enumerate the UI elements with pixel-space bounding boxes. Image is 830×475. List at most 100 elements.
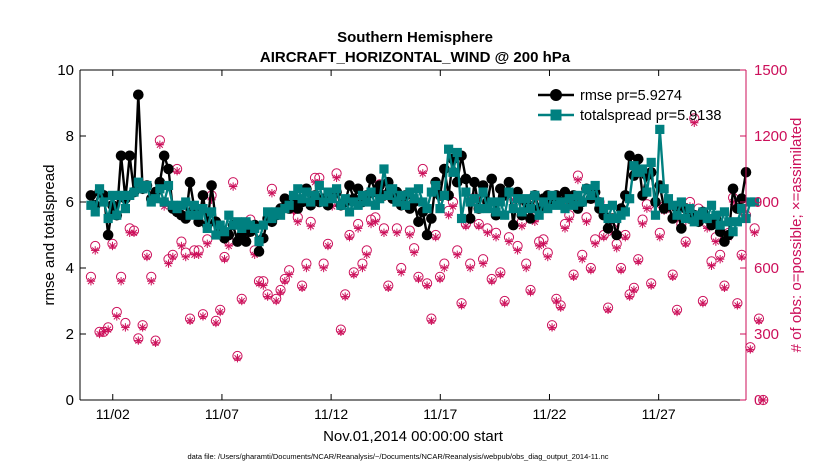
obs-assimilated-marker [552, 296, 561, 306]
totalspread-point [646, 157, 656, 167]
totalspread-point [314, 180, 324, 191]
obs-assimilated-stroke [264, 293, 271, 300]
obs-assimilated-marker [362, 250, 371, 259]
y-right-tick-label: 600 [754, 260, 779, 277]
totalspread-point [99, 197, 109, 207]
totalspread-point [491, 207, 501, 217]
obs-assimilated-stroke [354, 225, 362, 232]
totalspread-point [116, 190, 126, 200]
totalspread-point [211, 230, 221, 240]
totalspread-point [439, 190, 449, 200]
obs-assimilated-marker [414, 274, 423, 284]
totalspread-point [392, 197, 402, 207]
obs-assimilated-marker [513, 246, 522, 255]
obs-assimilated-marker [379, 228, 389, 237]
obs-assimilated-stroke [165, 260, 172, 267]
totalspread-point [362, 197, 372, 207]
obs-assimilated-stroke [203, 240, 211, 248]
totalspread-point [189, 200, 199, 210]
obs-assimilated-marker [621, 233, 630, 242]
obs-assimilated-stroke [428, 317, 435, 325]
obs-assimilated-marker [172, 167, 182, 176]
obs-assimilated-stroke [566, 216, 573, 223]
rmse-point [676, 223, 687, 234]
obs-assimilated-marker [306, 222, 315, 231]
obs-assimilated-marker [750, 228, 759, 237]
obs-assimilated-marker [681, 239, 690, 248]
obs-assimilated-marker [194, 250, 203, 259]
obs-assimilated-marker [302, 263, 311, 273]
obs-assimilated-stroke [458, 302, 465, 309]
obs-assimilated-stroke [109, 242, 116, 250]
totalspread-point [263, 207, 273, 217]
obs-assimilated-stroke [501, 299, 508, 307]
obs-assimilated-marker [233, 354, 242, 363]
obs-assimilated-marker [371, 217, 380, 226]
obs-assimilated-stroke [673, 308, 681, 316]
totalspread-point [120, 204, 130, 214]
obs-assimilated-marker [323, 241, 333, 251]
totalspread-point [625, 194, 635, 204]
obs-assimilated-marker [565, 215, 574, 224]
obs-assimilated-marker [491, 233, 501, 242]
obs-assimilated-stroke [479, 260, 487, 267]
totalspread-point [487, 197, 497, 207]
obs-assimilated-stroke [540, 240, 547, 248]
y-right-tick-label: 1500 [754, 62, 787, 79]
obs-assimilated-marker [487, 277, 496, 286]
obs-assimilated-marker [228, 182, 238, 191]
legend-totalspread-marker [550, 109, 562, 121]
obs-assimilated-stroke [380, 229, 388, 237]
obs-assimilated-stroke [656, 233, 664, 241]
obs-assimilated-stroke [173, 167, 181, 175]
obs-assimilated-stroke [169, 253, 177, 261]
totalspread-point [538, 197, 549, 207]
totalspread-point [642, 187, 652, 197]
obs-assimilated-stroke [320, 264, 327, 272]
obs-assimilated-stroke [600, 233, 608, 241]
totalspread-point [590, 180, 600, 191]
obs-assimilated-stroke [738, 253, 745, 261]
obs-assimilated-marker [698, 299, 708, 308]
totalspread-point [655, 124, 665, 134]
obs-assimilated-marker [504, 237, 514, 246]
totalspread-point [702, 213, 712, 224]
obs-assimilated-stroke [212, 319, 220, 327]
obs-assimilated-marker [655, 233, 665, 242]
totalspread-point [637, 164, 648, 174]
totalspread-point [310, 190, 320, 200]
obs-assimilated-stroke [462, 222, 470, 230]
rmse-point [240, 236, 252, 247]
totalspread-point [86, 200, 96, 210]
obs-assimilated-stroke [708, 262, 715, 270]
totalspread-point [521, 194, 531, 204]
obs-assimilated-stroke [229, 183, 237, 190]
obs-assimilated-marker [168, 252, 178, 262]
obs-assimilated-marker [720, 283, 729, 292]
totalspread-point [603, 213, 613, 224]
obs-assimilated-marker [444, 211, 453, 220]
totalspread-point [219, 227, 230, 237]
rmse-point [115, 150, 127, 162]
obs-assimilated-stroke [514, 247, 521, 254]
obs-assimilated-stroke [488, 277, 496, 285]
y-right-tick-label: 900 [754, 194, 779, 211]
obs-assimilated-stroke [755, 317, 763, 325]
obs-assimilated-marker [569, 272, 578, 281]
totalspread-point [586, 190, 596, 200]
obs-assimilated-marker [349, 270, 359, 279]
data-file-footnote: data file: /Users/gharamti/Documents/NCA… [187, 452, 608, 461]
obs-assimilated-marker [526, 288, 535, 297]
obs-assimilated-stroke [712, 238, 720, 245]
obs-assimilated-stroke [303, 264, 310, 272]
totalspread-point [293, 184, 303, 194]
totalspread-point [560, 204, 570, 214]
obs-assimilated-marker [590, 239, 600, 248]
totalspread-point [202, 223, 212, 233]
totalspread-point [426, 187, 436, 197]
obs-assimilated-marker [198, 312, 208, 321]
totalspread-point [133, 177, 143, 187]
totalspread-point [556, 197, 566, 207]
obs-assimilated-marker [418, 169, 427, 178]
